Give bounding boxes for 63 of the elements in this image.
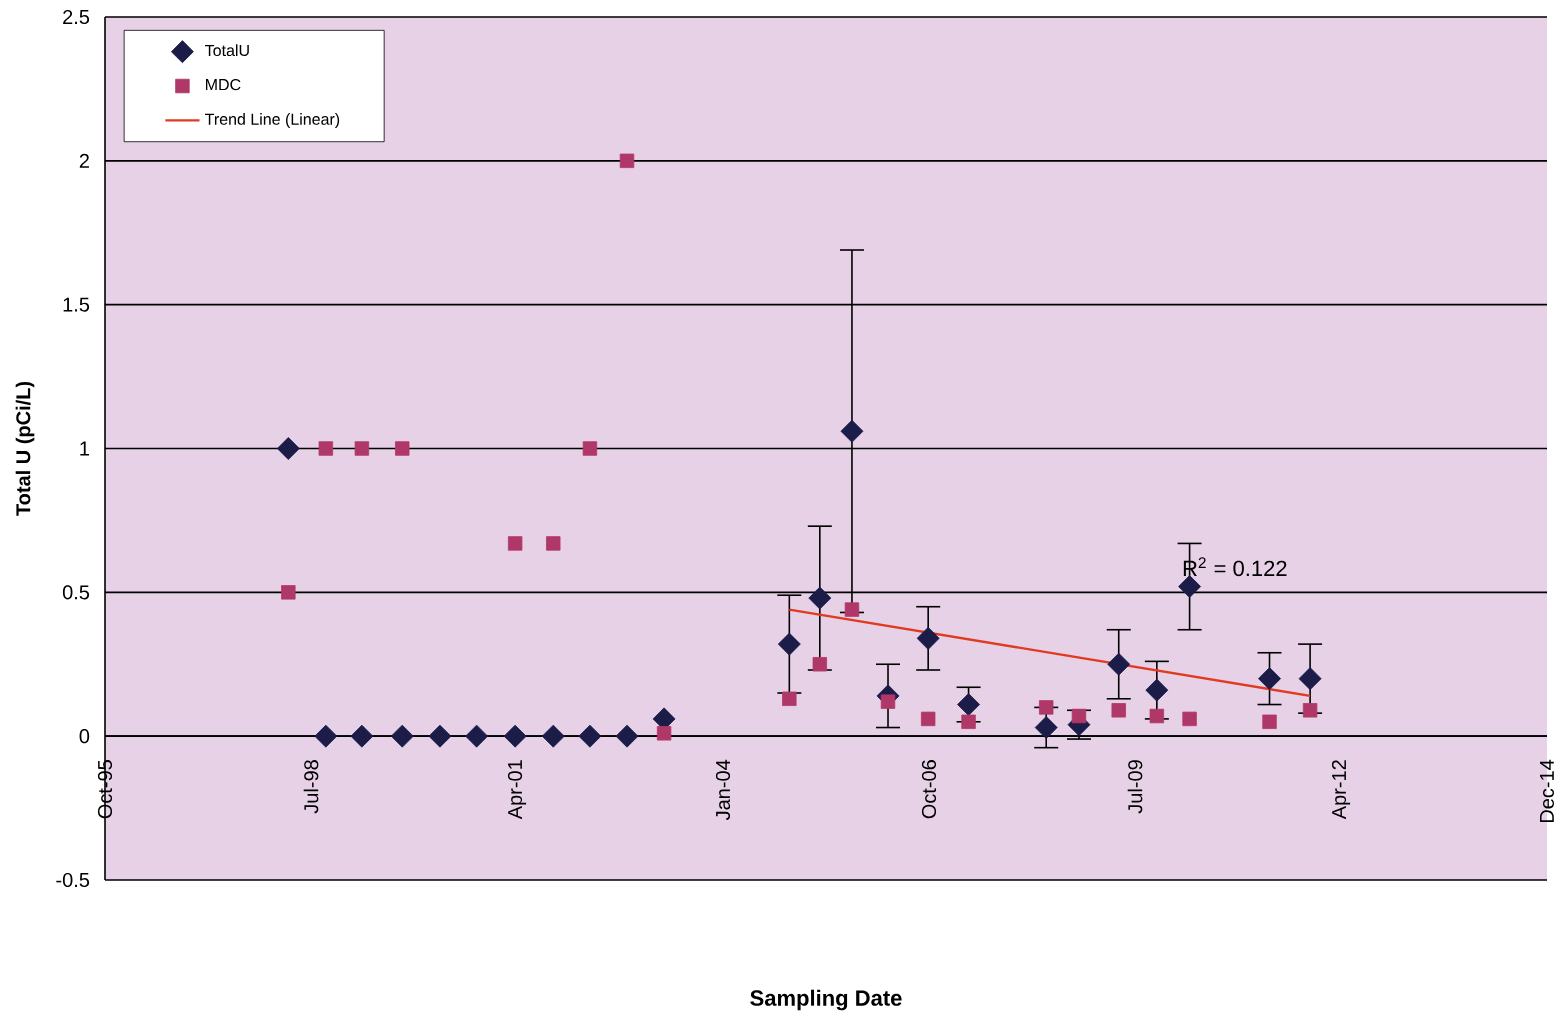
x-tick-label: Oct-06 xyxy=(921,760,937,819)
point xyxy=(916,626,940,650)
point xyxy=(844,602,860,617)
point xyxy=(428,724,452,748)
y-tick-label: 0 xyxy=(79,729,90,744)
point xyxy=(840,419,864,443)
point xyxy=(1298,667,1322,691)
point xyxy=(350,724,374,748)
point xyxy=(276,437,300,460)
legend-label: MDC xyxy=(206,78,241,91)
point xyxy=(354,441,370,456)
y-tick-label: 2.5 xyxy=(63,9,90,25)
legend-label: TotalU xyxy=(205,44,249,57)
point xyxy=(782,691,797,706)
point xyxy=(1039,700,1054,715)
point xyxy=(1111,703,1126,718)
x-tick-label: Jul-09 xyxy=(1127,760,1143,814)
point xyxy=(1107,652,1131,676)
point xyxy=(1071,708,1087,724)
point xyxy=(1145,678,1169,702)
x-tick-label: Apr-01 xyxy=(507,760,527,820)
point xyxy=(920,711,936,727)
point xyxy=(1178,575,1202,599)
x-tick-label: Jan-04 xyxy=(715,759,731,821)
point xyxy=(777,632,801,656)
point xyxy=(390,724,414,748)
x-axis-title: Sampling Date xyxy=(750,989,902,1011)
y-axis-title: Total U (pCi/L) xyxy=(15,381,35,516)
point xyxy=(1302,703,1318,718)
point xyxy=(808,586,832,610)
point xyxy=(619,153,635,169)
point xyxy=(880,694,896,709)
point xyxy=(1182,711,1197,727)
point xyxy=(656,726,672,741)
point xyxy=(961,714,976,729)
point xyxy=(615,724,639,748)
y-tick-label: 2 xyxy=(79,153,89,168)
point xyxy=(1034,716,1058,739)
point xyxy=(541,724,565,748)
y-tick-label: 1 xyxy=(80,441,89,456)
point xyxy=(314,724,338,748)
y-tick-label: 0.5 xyxy=(62,585,90,600)
point xyxy=(578,724,602,748)
point xyxy=(546,536,561,551)
y-tick-label: -0.5 xyxy=(56,872,90,888)
point xyxy=(957,693,980,716)
point xyxy=(395,441,410,456)
point xyxy=(465,724,489,748)
point xyxy=(1149,708,1165,724)
point xyxy=(507,536,523,551)
point xyxy=(318,441,334,456)
point xyxy=(812,657,828,672)
x-tick-label: Apr-12 xyxy=(1331,760,1351,820)
point xyxy=(1258,667,1281,691)
point xyxy=(281,585,296,600)
legend-label: Trend Line (Linear) xyxy=(205,113,340,129)
point xyxy=(503,724,527,748)
x-tick-label: Oct-95 xyxy=(97,760,113,819)
y-tick-label: 1.5 xyxy=(63,297,90,312)
point xyxy=(582,441,598,456)
x-tick-label: Jul-98 xyxy=(303,760,319,814)
x-tick-label: Dec-14 xyxy=(1540,759,1554,823)
point xyxy=(1262,714,1277,729)
